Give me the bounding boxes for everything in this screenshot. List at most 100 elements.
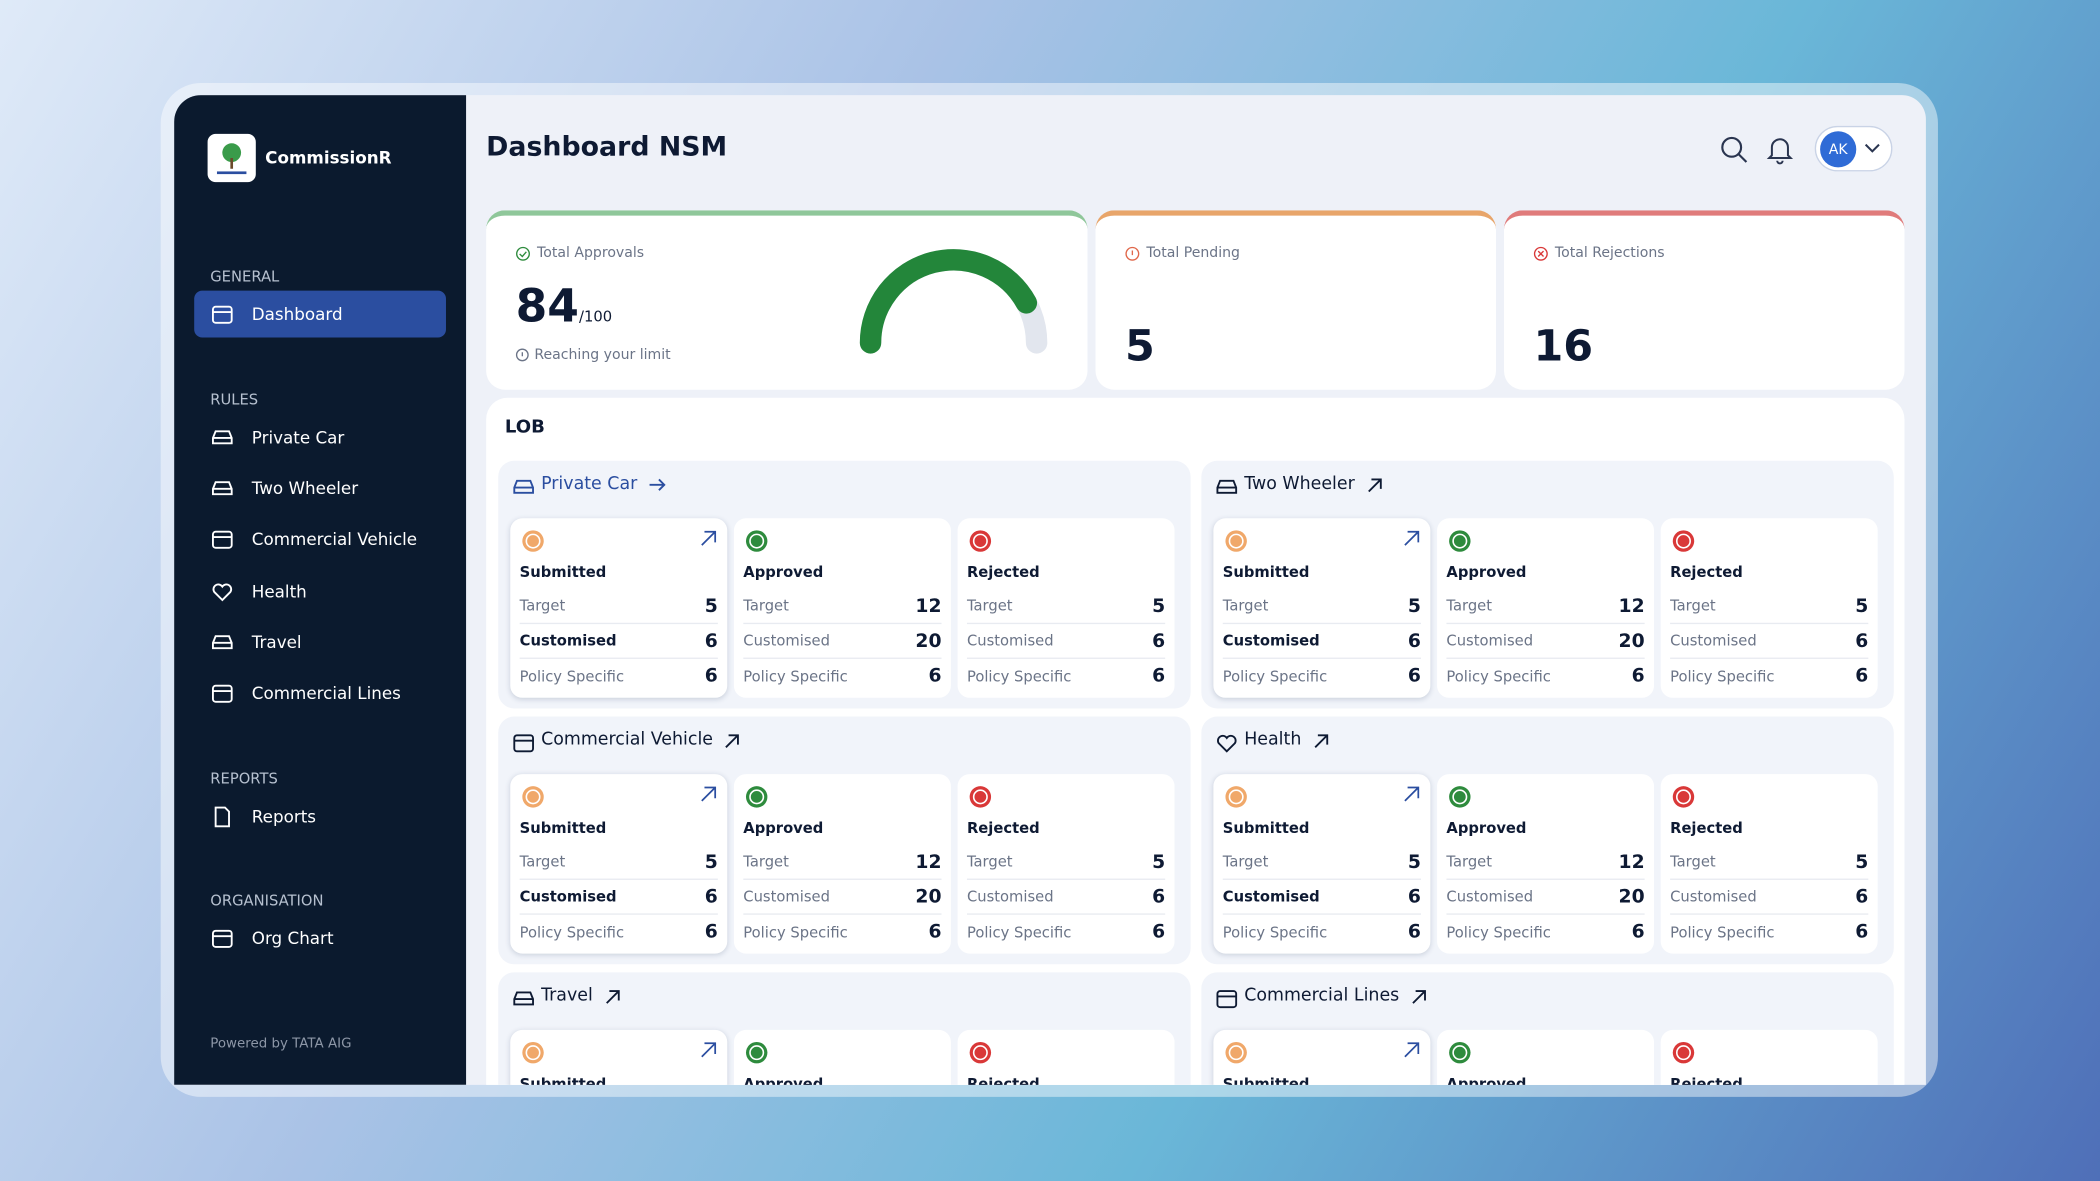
- lob-group: Commercial Vehicle Submitted Target 5 Custom…: [498, 716, 1191, 965]
- metric-label: Customised: [966, 887, 1054, 906]
- metric-row: Customised 6: [519, 880, 718, 915]
- lob-group: Health Submitted Target 5 Customised 6 Policy …: [1201, 716, 1894, 965]
- metric-label: Customised: [519, 632, 617, 650]
- group-name: Private Car: [541, 474, 638, 495]
- footer: Powered by TATA AIG: [210, 1036, 352, 1052]
- metric-label: Policy Specific: [519, 923, 625, 941]
- open-icon[interactable]: [1404, 786, 1420, 802]
- status-ring: [1228, 533, 1244, 549]
- arrow-shape: [1411, 989, 1426, 1004]
- metric-label: Target: [743, 597, 789, 615]
- open-icon[interactable]: [700, 786, 717, 802]
- status-icon: [969, 786, 992, 808]
- metric-value: 20: [1618, 630, 1645, 652]
- metric-value: 12: [915, 851, 942, 873]
- status-ring: [1228, 789, 1244, 805]
- metric-row: Customised 20: [743, 880, 942, 915]
- status-dot: [522, 530, 544, 552]
- status-icon: [522, 1041, 544, 1064]
- open-icon[interactable]: [1404, 1042, 1420, 1058]
- metric-label: Customised: [519, 887, 617, 906]
- nav-item[interactable]: Org Chart: [194, 915, 446, 962]
- rejections-card: Total Rejections 16: [1504, 210, 1905, 390]
- status-card: Approved: [733, 1029, 951, 1085]
- arrow-shape: [1314, 733, 1328, 748]
- metric-label: Policy Specific: [966, 667, 1072, 686]
- arrow-shape: [701, 530, 717, 546]
- icon: [1216, 990, 1238, 1009]
- status-icon: [745, 530, 768, 552]
- status-ring: [1452, 789, 1468, 805]
- status-card: Submitted Target 5 Customised 6 Policy Specif…: [510, 518, 728, 698]
- icon-shape: [212, 430, 233, 445]
- metric-value: 5: [1855, 595, 1869, 617]
- status-card: Submitted: [510, 1029, 728, 1085]
- icon-shape: [214, 806, 230, 828]
- pending-card: Total Pending 5: [1095, 210, 1496, 390]
- status-card: Submitted Target 5 Customised 6 Policy Specif…: [1213, 518, 1431, 698]
- status-icon: [1672, 786, 1695, 808]
- nav-item[interactable]: Commercial Vehicle: [194, 516, 446, 563]
- nav-item[interactable]: Commercial Lines: [194, 670, 446, 717]
- status-label: Rejected: [966, 563, 1040, 582]
- group-title[interactable]: Health: [1244, 730, 1331, 750]
- status-icon: [522, 530, 544, 552]
- metric-row: Customised 6: [1222, 880, 1421, 915]
- status-label: Approved: [743, 1075, 824, 1085]
- metric-value: 6: [1152, 885, 1166, 908]
- status-icon: [522, 786, 544, 808]
- bell-icon[interactable]: [1765, 135, 1794, 165]
- status-icon: [1225, 1041, 1247, 1064]
- group-title[interactable]: Private Car: [541, 474, 667, 494]
- icon: [513, 991, 534, 1006]
- metric-label: Target: [1446, 853, 1493, 871]
- group-title[interactable]: Commercial Lines: [1244, 986, 1428, 1006]
- status-icon: [1225, 786, 1247, 808]
- metric-label: Customised: [1222, 632, 1320, 650]
- status-ring: [1452, 1045, 1468, 1061]
- group-title[interactable]: Two Wheeler: [1244, 474, 1384, 494]
- nav-item[interactable]: Reports: [194, 793, 446, 840]
- status-label: Rejected: [1670, 1075, 1743, 1085]
- search-icon[interactable]: [1720, 135, 1749, 164]
- group-name: Travel: [541, 985, 593, 1006]
- metric-label: Policy Specific: [1446, 667, 1551, 686]
- arrow-shape: [725, 733, 740, 748]
- open-icon[interactable]: [700, 530, 717, 546]
- status-dot: [745, 530, 768, 552]
- icon: [212, 684, 233, 703]
- metric-label: Policy Specific: [1222, 667, 1328, 686]
- metric-value: 12: [1618, 595, 1645, 617]
- icon: [513, 734, 534, 753]
- status-dot: [745, 1041, 768, 1064]
- status-icon: [745, 786, 768, 808]
- group-title[interactable]: Travel: [541, 986, 622, 1006]
- nav-item[interactable]: Travel: [194, 618, 446, 665]
- avatar: AK: [1820, 131, 1857, 168]
- approvals-max: /100: [579, 308, 613, 326]
- open-icon[interactable]: [700, 1042, 717, 1058]
- status-label: Rejected: [1670, 819, 1743, 838]
- icon: [214, 806, 230, 828]
- group-name: Health: [1244, 729, 1302, 751]
- icon: [212, 929, 233, 948]
- status-ring: [1675, 533, 1691, 549]
- open-icon[interactable]: [1404, 530, 1420, 546]
- approvals-value: 84: [515, 279, 580, 334]
- nav-item[interactable]: Private Car: [194, 414, 446, 461]
- metric-label: Policy Specific: [1670, 667, 1775, 686]
- metric-row: Policy Specific 6: [1223, 915, 1421, 950]
- metric-value: 6: [704, 630, 718, 652]
- arrow-icon: [605, 989, 620, 1004]
- lob-panel: LOB Private Car Submitted Target 5 Customise…: [486, 397, 1905, 1085]
- nav-item[interactable]: Two Wheeler: [194, 465, 446, 512]
- nav-item[interactable]: Health: [194, 567, 446, 614]
- nav-item[interactable]: Dashboard: [194, 290, 446, 338]
- status-dot: [1672, 1041, 1695, 1064]
- icon-shape: [513, 479, 534, 494]
- avatar-menu[interactable]: AK: [1814, 125, 1893, 172]
- metric-row: Target 5: [1670, 845, 1869, 880]
- group-title[interactable]: Commercial Vehicle: [541, 730, 742, 750]
- metric-row: Customised 6: [519, 624, 718, 659]
- status-ring: [749, 789, 765, 805]
